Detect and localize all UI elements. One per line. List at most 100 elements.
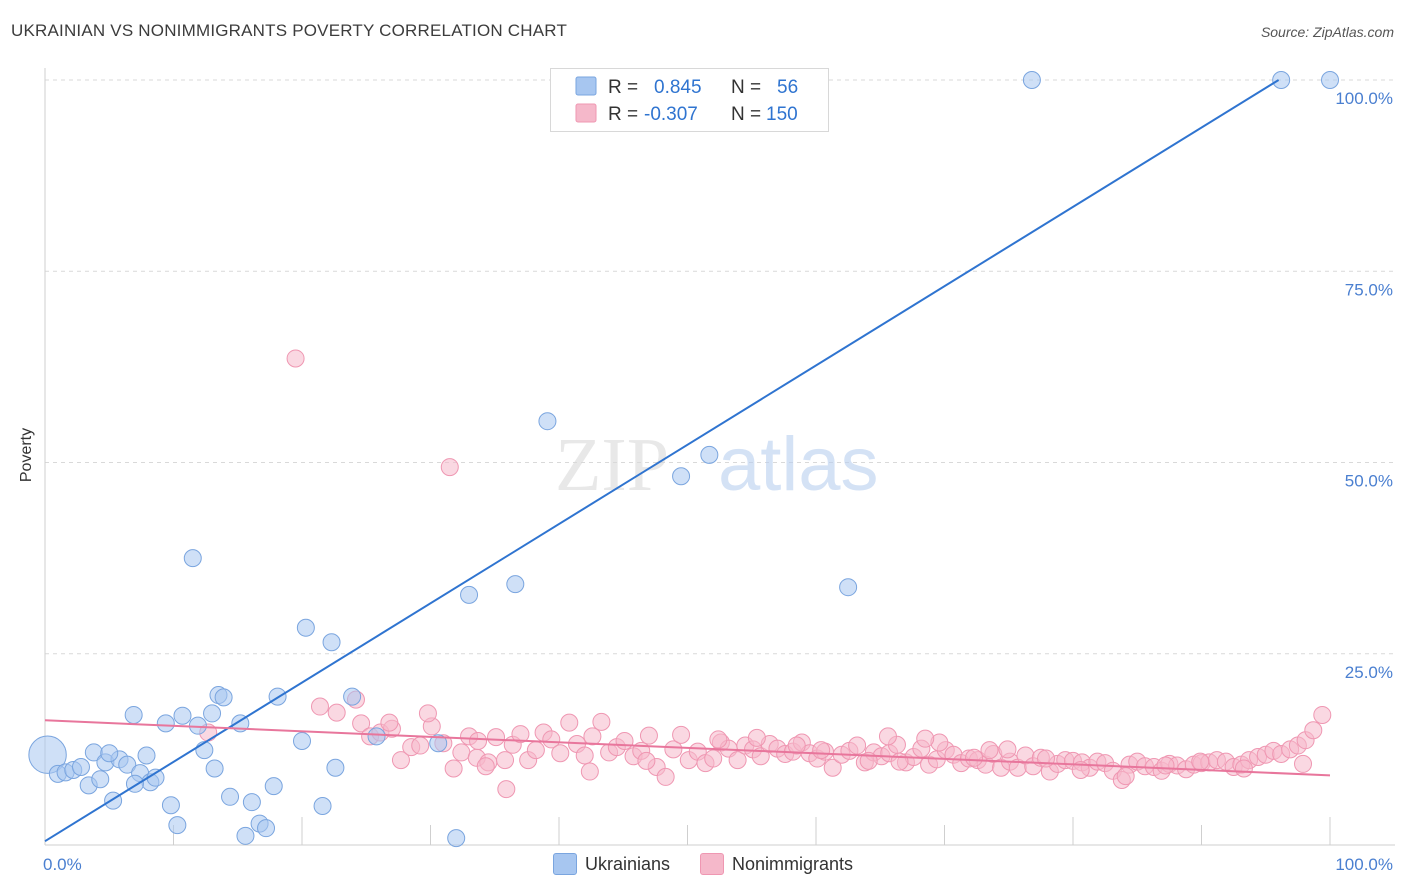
ukrainians-trend-line	[44, 79, 1280, 843]
nonimmigrants-point	[1294, 754, 1313, 773]
nonimmigrants-points	[199, 349, 1332, 799]
ukrainians-point	[195, 741, 214, 760]
ukrainians-point	[173, 706, 192, 725]
y-tick-label: 25.0%	[1345, 663, 1393, 682]
nonimmigrants-point	[1313, 705, 1332, 724]
legend-swatch-nonimmigrants	[575, 103, 597, 123]
nonimmigrants-point	[890, 752, 909, 771]
nonimmigrants-point	[542, 730, 561, 749]
x-tick-label: 100.0%	[1335, 855, 1393, 874]
x-tick-label: 0.0%	[43, 855, 82, 874]
nonimmigrants-point	[639, 726, 658, 745]
nonimmigrants-point	[1116, 767, 1135, 786]
ukrainians-point	[214, 688, 233, 707]
legend-r-label: R =	[608, 77, 638, 98]
nonimmigrants-point	[487, 728, 506, 747]
ukrainians-point	[203, 704, 222, 723]
nonimmigrants-point	[664, 740, 683, 759]
ukrainians-point	[538, 412, 557, 431]
nonimmigrants-point	[704, 749, 723, 768]
ukrainians-point	[700, 445, 719, 464]
ukrainians-point	[1022, 71, 1041, 89]
ukrainians-point	[168, 816, 187, 835]
legend-item-ukrainians[interactable]: Ukrainians	[552, 853, 670, 875]
nonimmigrants-point	[1234, 759, 1253, 778]
nonimmigrants-point	[411, 736, 430, 755]
ukrainians-point	[71, 757, 90, 776]
nonimmigrants-point	[551, 744, 570, 763]
y-tick-label: 75.0%	[1345, 280, 1393, 299]
nonimmigrants-point	[998, 740, 1017, 759]
nonimmigrants-point	[452, 743, 471, 762]
ukrainians-point	[124, 705, 143, 724]
nonimmigrants-point	[526, 741, 545, 760]
ukrainians-point	[118, 755, 137, 774]
nonimmigrants-point	[583, 727, 602, 746]
nonimmigrants-point	[848, 736, 867, 755]
nonimmigrants-point	[656, 767, 675, 786]
nonimmigrants-point	[575, 746, 594, 765]
nonimmigrants-point	[1191, 752, 1210, 771]
ukrainians-point	[367, 727, 386, 746]
nonimmigrants-point	[286, 349, 305, 368]
ukrainians-point	[293, 731, 311, 750]
nonimmigrants-point	[511, 725, 530, 744]
watermark-atlas: atlas	[718, 422, 879, 507]
nonimmigrants-point	[418, 704, 437, 723]
legend-r-label: R =	[608, 104, 638, 125]
nonimmigrants-point	[476, 757, 495, 776]
nonimmigrants-point	[615, 731, 634, 750]
nonimmigrants-trend-line	[44, 719, 1331, 777]
nonimmigrants-point	[709, 730, 728, 749]
legend-swatch-ukrainians	[575, 76, 597, 96]
ukrainians-points	[28, 71, 1339, 848]
ukrainians-point	[296, 618, 315, 637]
ukrainians-point	[343, 687, 362, 706]
nonimmigrants-point	[747, 728, 766, 747]
nonimmigrants-point	[1304, 721, 1323, 740]
legend-item-nonimmigrants[interactable]: Nonimmigrants	[700, 853, 853, 875]
ukrainians-point	[322, 633, 341, 652]
nonimmigrants-point	[980, 741, 999, 760]
nonimmigrants-point	[352, 714, 371, 733]
nonimmigrants-point	[728, 751, 747, 770]
nonimmigrants-point	[916, 729, 935, 748]
nonimmigrants-point	[637, 751, 656, 770]
ukrainians-point	[313, 796, 332, 815]
swatch-nonimmigrants	[700, 853, 724, 875]
correlation-legend: R = 0.845 N = 56 R = -0.307 N = 150	[550, 68, 829, 132]
series-legend: Ukrainians Nonimmigrants	[0, 851, 1406, 877]
ukrainians-point	[429, 734, 448, 753]
y-tick-label: 50.0%	[1345, 472, 1393, 491]
legend-label-nonimmigrants: Nonimmigrants	[732, 853, 854, 874]
chart-title: UKRAINIAN VS NONIMMIGRANTS POVERTY CORRE…	[11, 21, 568, 40]
ukrainians-point	[1321, 71, 1339, 89]
ukrainians-point	[506, 575, 525, 594]
axes	[44, 68, 1395, 846]
ukrainians-point	[242, 793, 261, 812]
ukrainians-point	[236, 826, 255, 845]
nonimmigrants-point	[1156, 756, 1175, 775]
nonimmigrants-point	[444, 759, 463, 778]
nonimmigrants-point	[496, 751, 515, 770]
ukrainians-point	[264, 777, 283, 796]
legend-n-value-nonimmigrants: 150	[766, 104, 798, 125]
ukrainians-point	[839, 578, 858, 597]
nonimmigrants-point	[469, 731, 488, 750]
nonimmigrants-point	[440, 458, 459, 477]
ukrainians-point	[161, 796, 180, 815]
nonimmigrants-point	[310, 697, 329, 716]
ukrainians-point	[28, 735, 67, 774]
ukrainians-point	[91, 770, 110, 789]
grid-lines	[45, 79, 1395, 655]
ukrainians-point	[183, 549, 202, 568]
ukrainians-point	[221, 787, 240, 806]
ukrainians-point	[100, 744, 119, 763]
legend-content: R = 0.845 N = 56 R = -0.307 N = 150	[575, 76, 798, 125]
legend-r-value-nonimmigrants: -0.307	[644, 104, 698, 125]
ukrainians-point	[326, 758, 345, 777]
watermark: ZIP atlas	[555, 422, 879, 507]
y-tick-label: 100.0%	[1335, 89, 1393, 108]
legend-r-value-ukrainians: 0.845	[654, 77, 702, 98]
nonimmigrants-point	[787, 736, 806, 755]
